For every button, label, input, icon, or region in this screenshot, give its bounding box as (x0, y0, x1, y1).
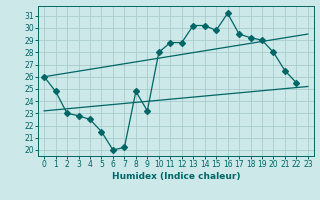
X-axis label: Humidex (Indice chaleur): Humidex (Indice chaleur) (112, 172, 240, 181)
